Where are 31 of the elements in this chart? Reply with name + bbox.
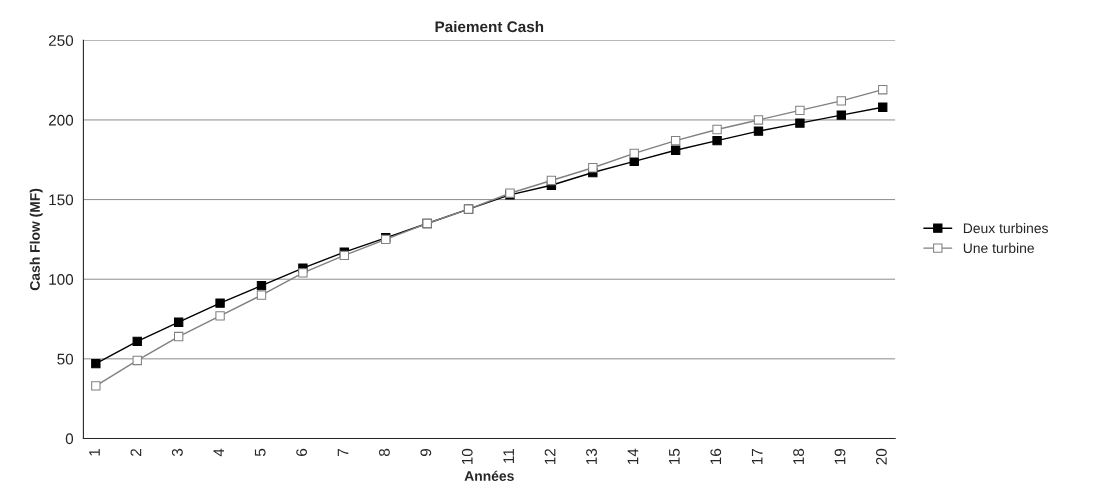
x-tick-label: 7 [337, 448, 349, 456]
x-tick-label: 19 [834, 448, 846, 465]
x-tick-label: 1 [89, 448, 100, 456]
chart-title: Paiement Cash [435, 20, 544, 33]
x-tick-label: 2 [130, 448, 142, 456]
x-tick-label: 4 [213, 448, 225, 457]
x-axis-title: Années [464, 470, 514, 481]
x-tick-label: 3 [171, 448, 183, 457]
x-tick-label: 18 [793, 448, 804, 465]
x-tick-label: 13 [586, 448, 597, 465]
x-tick-label: 11 [503, 448, 514, 463]
x-tick-label: 15 [669, 448, 680, 465]
y-axis-title: Cash Flow (MF) [29, 188, 43, 291]
y-tick-label: 150 [49, 194, 74, 206]
y-tick-label: 250 [48, 35, 74, 47]
x-tick-label: 9 [420, 448, 432, 456]
x-tick-label: 20 [876, 448, 887, 465]
x-tick-label: 16 [710, 448, 722, 465]
legend-label: Une turbine [963, 242, 1034, 254]
x-tick-label: 12 [544, 448, 556, 465]
x-tick-label: 5 [254, 448, 266, 457]
legend-label: Deux turbines [963, 222, 1048, 234]
x-tick-label: 6 [296, 448, 308, 456]
x-tick-label: 17 [751, 448, 763, 465]
x-tick-label: 10 [461, 448, 473, 465]
x-tick-label: 14 [627, 448, 639, 465]
y-tick-label: 100 [49, 274, 74, 285]
x-tick-label: 8 [379, 448, 390, 457]
y-tick-label: 0 [65, 433, 74, 445]
y-tick-label: 200 [48, 114, 74, 126]
y-tick-label: 50 [57, 353, 74, 365]
